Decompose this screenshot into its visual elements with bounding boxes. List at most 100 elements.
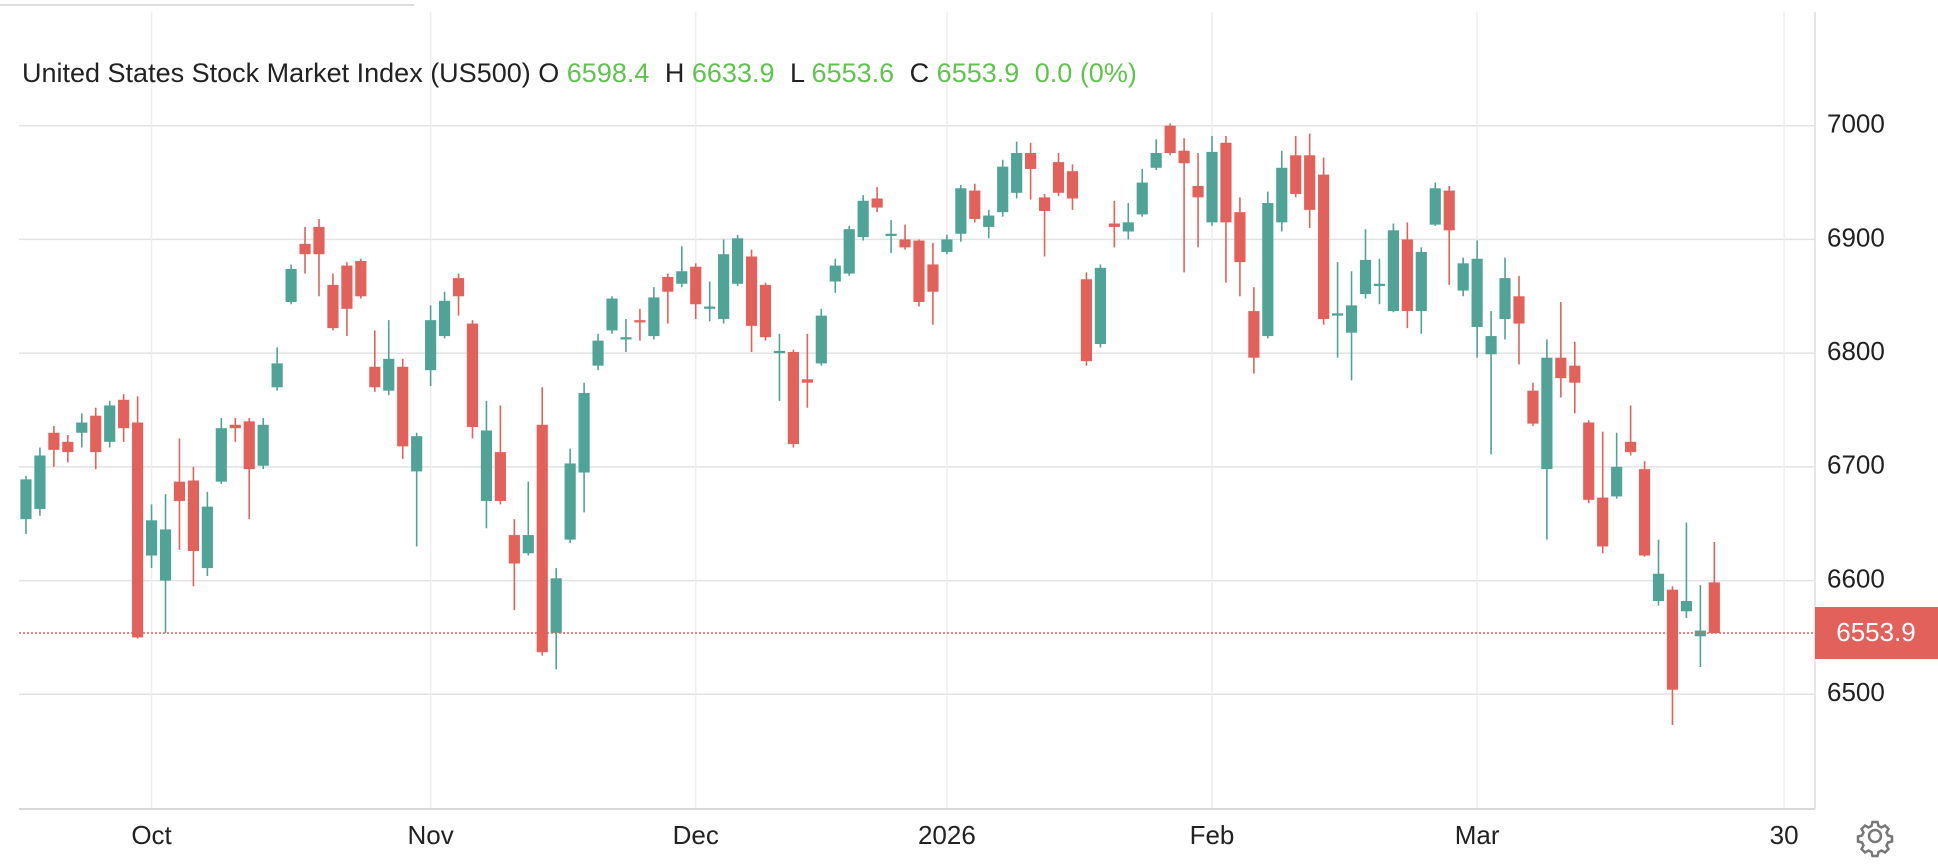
candle-body: [1415, 251, 1427, 312]
candle-body: [285, 268, 297, 302]
candle-body: [969, 190, 981, 219]
candle-body: [1038, 197, 1051, 211]
candle-body: [550, 578, 562, 633]
candle-body: [1708, 582, 1720, 633]
candle-body: [1122, 222, 1134, 232]
legend-field-label: C: [909, 58, 930, 88]
y-tick-label: 6800: [1827, 336, 1885, 366]
candle-body: [438, 300, 451, 337]
candle-body: [1304, 155, 1316, 210]
candle-body: [90, 415, 102, 453]
candle-body: [983, 215, 995, 227]
candle-body: [187, 480, 199, 552]
candle-body: [271, 363, 283, 388]
x-tick-label: 2026: [918, 820, 976, 850]
candle-body: [62, 441, 74, 453]
candle-body: [508, 535, 520, 564]
candle-body: [397, 366, 409, 447]
candle-body: [1527, 390, 1539, 424]
legend-field-label: L: [790, 58, 805, 88]
candle-body: [341, 265, 353, 309]
x-tick-label: Nov: [407, 820, 453, 850]
y-tick-label: 6500: [1827, 677, 1885, 707]
candle-body: [592, 340, 604, 366]
candle-body: [299, 243, 311, 255]
candle-body: [913, 240, 925, 302]
candle-body: [1318, 174, 1330, 320]
candle-body: [662, 276, 674, 292]
candle-body: [634, 320, 646, 323]
candle-body: [1192, 185, 1204, 198]
candle-body: [243, 421, 255, 470]
candle-body: [1052, 162, 1065, 193]
candle-body: [564, 463, 576, 540]
candle-body: [1485, 336, 1497, 355]
candle-body: [201, 506, 213, 569]
candle-body: [466, 323, 479, 428]
candle-body: [34, 455, 46, 509]
candle-body: [1094, 267, 1106, 345]
candle-body: [704, 306, 716, 309]
candle-body: [718, 254, 730, 320]
candle-body: [1108, 223, 1120, 227]
candle-body: [773, 350, 786, 354]
grid: [19, 12, 1815, 808]
candle-body: [1443, 190, 1455, 231]
candle-body: [327, 284, 339, 329]
legend-field-label: O: [538, 58, 560, 88]
candle-body: [1066, 171, 1079, 199]
legend-field-value: 6598.4: [566, 58, 650, 88]
candle-body: [899, 239, 911, 248]
candle-body: [997, 166, 1009, 213]
candle-body: [1638, 469, 1651, 556]
candle-body: [452, 278, 465, 297]
candle-body: [1178, 150, 1190, 164]
last-price-box: [1815, 606, 1938, 659]
candle-body: [732, 238, 744, 284]
candle-body: [1457, 263, 1469, 291]
legend-change: 0.0 (0%): [1034, 58, 1137, 88]
candle-body: [1150, 153, 1162, 168]
y-tick-label: 7000: [1827, 109, 1885, 139]
candle-body: [620, 337, 632, 340]
last-price-label: 6553.9: [1836, 617, 1916, 647]
candle-body: [411, 436, 423, 472]
x-tick-label: Feb: [1190, 820, 1235, 850]
candle-body: [1290, 155, 1302, 194]
candle-body: [843, 229, 855, 274]
candle-body: [369, 366, 381, 388]
candle-body: [745, 256, 758, 326]
candle-body: [48, 432, 60, 450]
candle-body: [1262, 203, 1274, 337]
candle-body: [1401, 239, 1413, 312]
candle-body: [1387, 230, 1399, 312]
legend-title: United States Stock Market Index (US500): [22, 58, 531, 88]
candle-body: [1429, 188, 1441, 225]
candle-body: [104, 405, 116, 442]
candle-body: [1611, 466, 1623, 497]
candle-body: [1220, 142, 1232, 223]
candle-body: [480, 430, 493, 501]
candle-body: [1555, 357, 1567, 379]
candle-body: [787, 352, 799, 445]
candle-body: [955, 188, 967, 234]
candle-body: [1345, 305, 1358, 333]
candle-body: [829, 265, 841, 282]
candle-body: [1332, 313, 1344, 316]
candle-body: [815, 315, 827, 364]
candle-body: [1164, 125, 1176, 154]
candle-body: [1276, 167, 1288, 223]
candle-body: [606, 298, 618, 331]
ohlc-legend: United States Stock Market Index (US500)…: [22, 58, 1144, 89]
candle-body: [690, 266, 702, 305]
candle-body: [759, 284, 772, 338]
candle-body: [76, 422, 88, 433]
candle-body: [522, 535, 534, 554]
candle-body: [1080, 279, 1093, 362]
candle-body: [1011, 153, 1023, 193]
candle-body: [173, 481, 186, 501]
settings-icon[interactable]: [1856, 820, 1894, 858]
legend-field-value: 6553.9: [936, 58, 1020, 88]
